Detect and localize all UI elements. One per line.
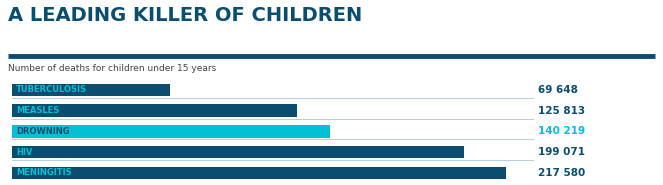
Text: 69 648: 69 648	[538, 85, 578, 95]
Text: 140 219: 140 219	[538, 126, 585, 136]
Text: MEASLES: MEASLES	[16, 106, 60, 115]
Text: DROWNING: DROWNING	[16, 127, 70, 136]
Bar	[12, 166, 506, 179]
Text: Number of deaths for children under 15 years: Number of deaths for children under 15 y…	[8, 64, 216, 73]
Text: MENINGITIS: MENINGITIS	[16, 168, 72, 177]
Bar	[12, 146, 463, 158]
Text: 199 071: 199 071	[538, 147, 585, 157]
Text: HIV: HIV	[16, 148, 32, 157]
Text: A LEADING KILLER OF CHILDREN: A LEADING KILLER OF CHILDREN	[8, 6, 362, 25]
Text: TUBERCULOSIS: TUBERCULOSIS	[16, 85, 87, 94]
Bar	[12, 104, 297, 117]
Text: 217 580: 217 580	[538, 168, 585, 178]
Bar	[12, 125, 330, 138]
Text: 125 813: 125 813	[538, 106, 585, 116]
Bar	[12, 84, 170, 96]
